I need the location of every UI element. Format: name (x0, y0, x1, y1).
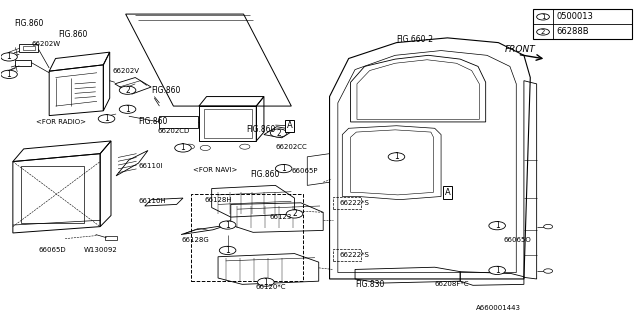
Text: 66110I: 66110I (138, 163, 163, 169)
Text: 66202CC: 66202CC (275, 144, 307, 150)
Text: 1: 1 (495, 266, 500, 275)
Circle shape (537, 29, 549, 35)
Circle shape (537, 14, 549, 20)
Text: <FOR RADIO>: <FOR RADIO> (36, 119, 86, 125)
Circle shape (257, 278, 274, 286)
Text: FIG.660-2: FIG.660-2 (396, 35, 433, 44)
Circle shape (184, 144, 195, 149)
Text: FIG.860: FIG.860 (151, 86, 180, 95)
Text: FIG.860: FIG.860 (250, 170, 279, 179)
Text: 66065D: 66065D (38, 247, 66, 253)
Bar (204, 109, 252, 138)
Text: 1: 1 (495, 221, 500, 230)
Text: 2: 2 (276, 129, 281, 138)
Circle shape (489, 266, 506, 275)
Text: A: A (287, 121, 292, 130)
Circle shape (200, 145, 211, 150)
Bar (333, 197, 362, 209)
Text: FRONT: FRONT (505, 45, 536, 54)
Text: 1: 1 (180, 143, 186, 152)
Text: 2: 2 (541, 29, 545, 35)
Text: FIG.860: FIG.860 (246, 125, 276, 134)
Text: 66202CD: 66202CD (157, 128, 189, 134)
Circle shape (119, 86, 136, 94)
Text: 1: 1 (6, 70, 12, 79)
Circle shape (175, 144, 191, 152)
Text: 66123: 66123 (269, 214, 291, 220)
Text: 1: 1 (282, 164, 286, 173)
Bar (534, 9, 632, 39)
Circle shape (543, 224, 552, 229)
Text: 66222*S: 66222*S (339, 252, 369, 258)
Circle shape (388, 153, 404, 161)
Text: 66110H: 66110H (138, 198, 166, 204)
Text: 0500013: 0500013 (556, 12, 593, 21)
Text: 66120*C: 66120*C (255, 284, 285, 290)
Bar (23, 46, 35, 50)
Text: 1: 1 (264, 278, 268, 287)
Text: 1: 1 (125, 105, 130, 114)
Text: 66065O: 66065O (504, 237, 531, 243)
Circle shape (286, 210, 303, 218)
Text: 66202V: 66202V (113, 68, 140, 74)
Text: 2: 2 (292, 209, 297, 219)
Circle shape (543, 269, 552, 273)
Text: 1: 1 (225, 220, 230, 229)
Circle shape (220, 246, 236, 254)
Circle shape (220, 221, 236, 229)
Bar (333, 249, 362, 261)
Circle shape (1, 53, 17, 61)
Text: 1: 1 (541, 14, 545, 20)
Circle shape (270, 129, 287, 137)
Circle shape (99, 115, 115, 123)
Bar (19, 44, 38, 52)
Bar (20, 166, 84, 223)
Text: 66222*S: 66222*S (339, 200, 369, 206)
Text: FIG.860: FIG.860 (59, 30, 88, 39)
Text: 66208F*C: 66208F*C (435, 281, 469, 287)
Text: 2: 2 (125, 86, 130, 95)
Bar (105, 236, 116, 240)
Text: 66202W: 66202W (32, 41, 61, 47)
Text: <FOR NAVI>: <FOR NAVI> (193, 166, 237, 172)
Text: 1: 1 (394, 152, 399, 161)
Text: FIG.860: FIG.860 (14, 19, 44, 28)
Text: W130092: W130092 (84, 247, 118, 253)
Circle shape (275, 164, 292, 173)
Text: 66065P: 66065P (291, 168, 318, 174)
Text: 66288B: 66288B (556, 28, 589, 36)
Bar (191, 194, 303, 281)
Bar (15, 60, 31, 67)
Circle shape (1, 70, 17, 78)
Circle shape (240, 144, 250, 149)
Text: 66128H: 66128H (204, 197, 232, 203)
Circle shape (119, 105, 136, 113)
Text: 1: 1 (6, 52, 12, 61)
Text: 1: 1 (225, 246, 230, 255)
Text: FIG.860: FIG.860 (138, 117, 168, 126)
Circle shape (489, 221, 506, 230)
Text: A: A (445, 188, 451, 197)
Text: 66128G: 66128G (182, 237, 209, 243)
Text: 1: 1 (104, 114, 109, 123)
Text: A660001443: A660001443 (476, 306, 521, 311)
Text: FIG.830: FIG.830 (355, 280, 385, 289)
